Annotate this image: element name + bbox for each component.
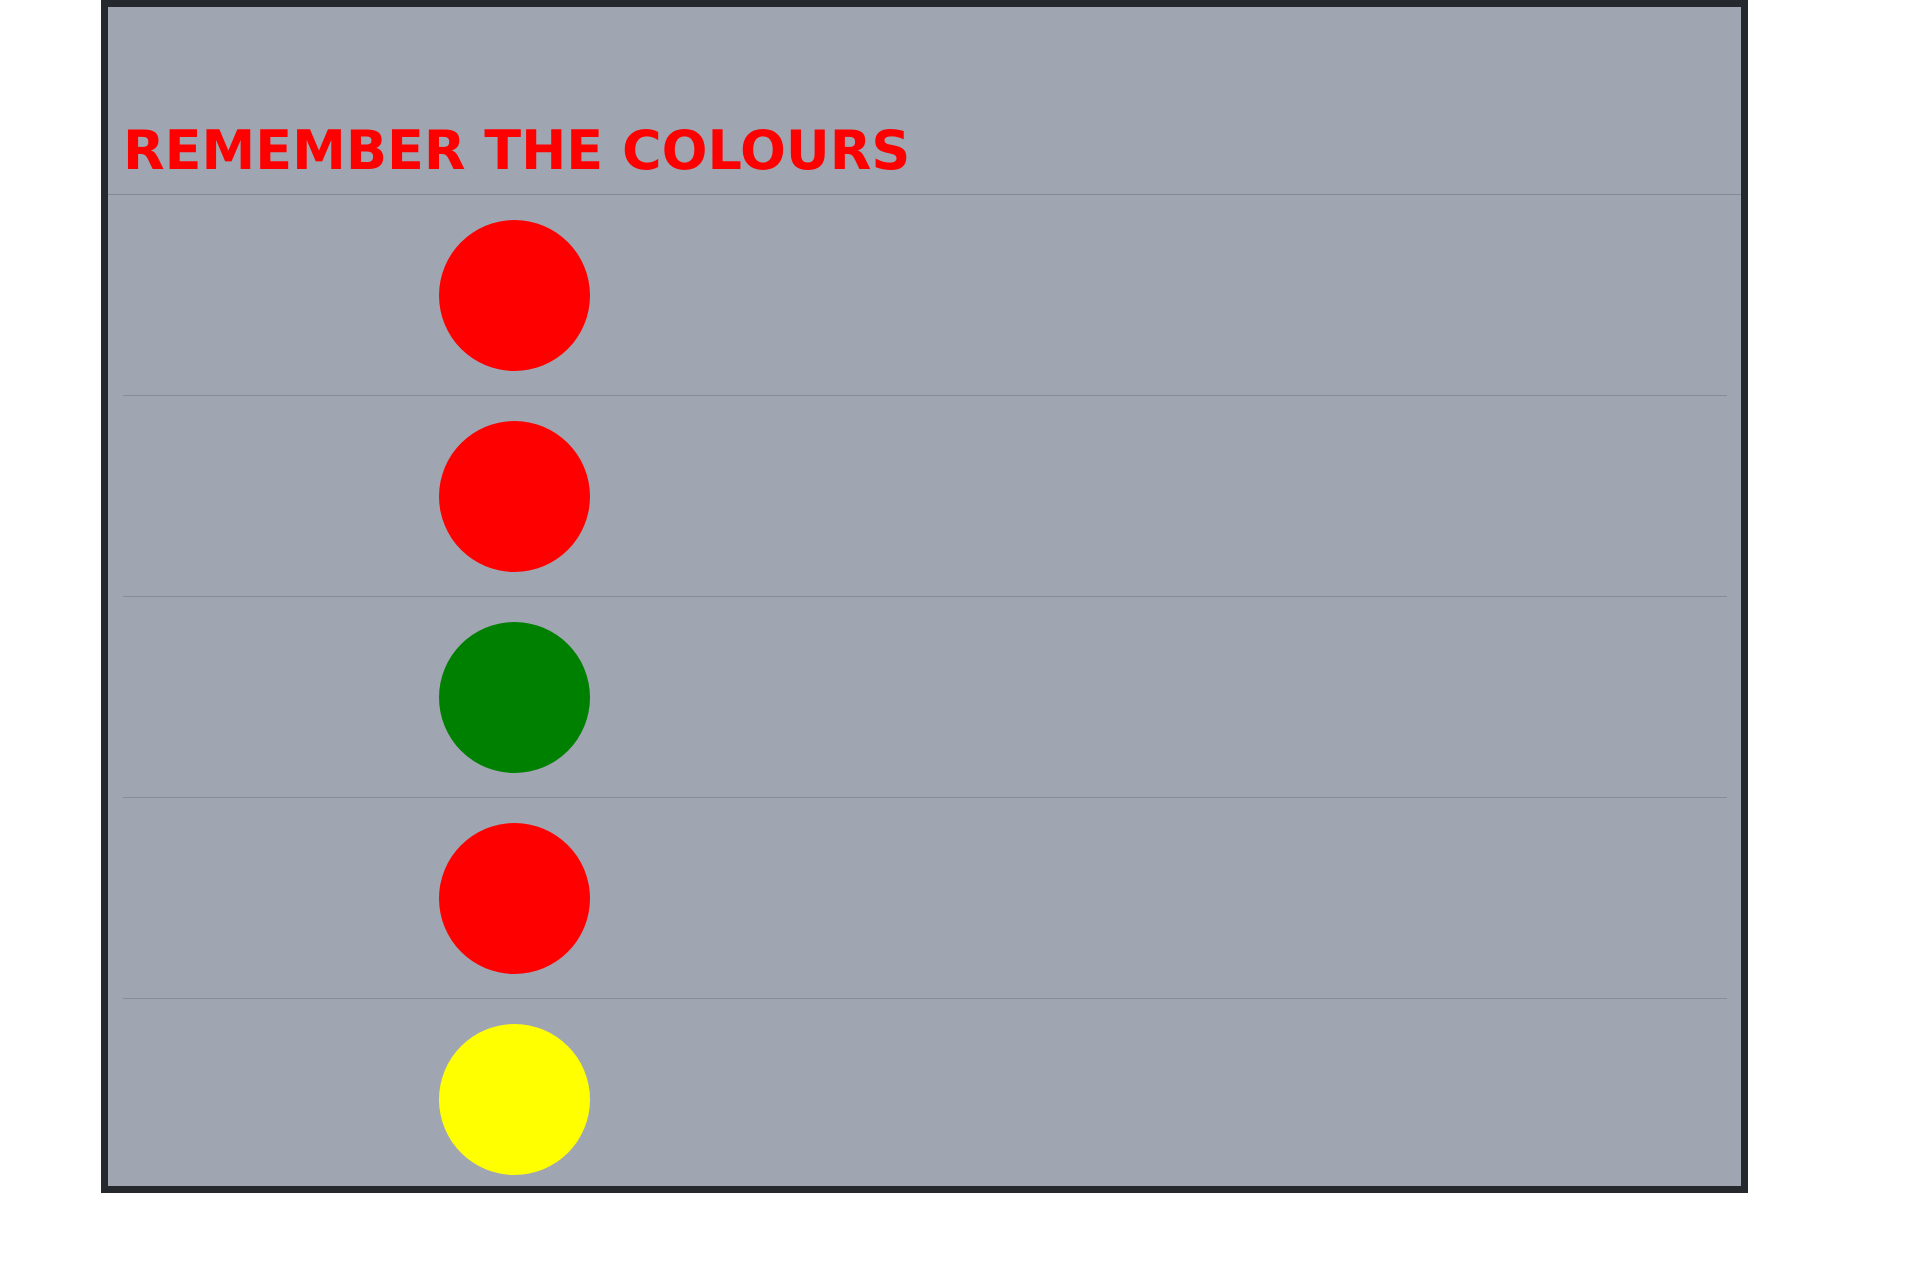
colour-circle-4	[439, 823, 590, 974]
colour-circle-5	[439, 1024, 590, 1175]
colour-row-2	[123, 396, 1727, 597]
colour-circle-3	[439, 622, 590, 773]
colour-row-3	[123, 597, 1727, 798]
colour-circle-2	[439, 421, 590, 572]
colour-circle-1	[439, 220, 590, 371]
colour-list	[123, 195, 1727, 1200]
page-title: REMEMBER THE COLOURS	[123, 119, 911, 182]
colour-row-1	[123, 195, 1727, 396]
header: REMEMBER THE COLOURS	[108, 7, 1741, 195]
colour-row-4	[123, 798, 1727, 999]
game-panel: REMEMBER THE COLOURS	[101, 0, 1748, 1193]
colour-row-5	[123, 999, 1727, 1200]
